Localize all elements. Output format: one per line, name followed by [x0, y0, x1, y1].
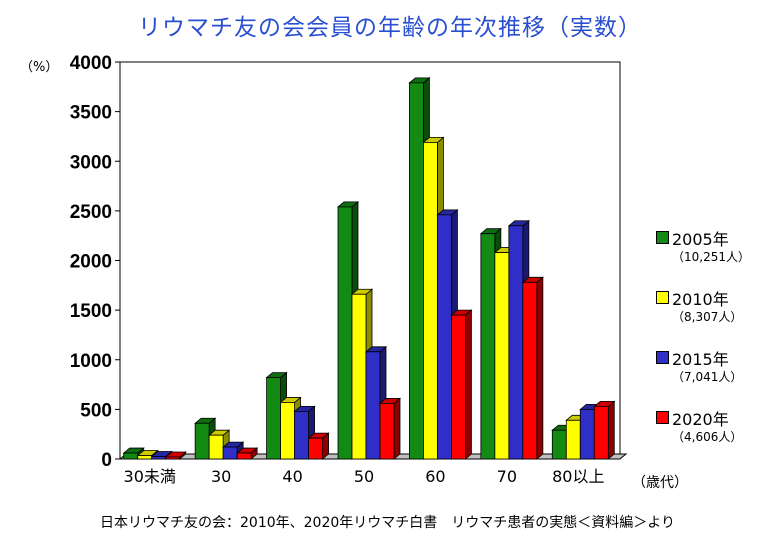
bar-2-0	[151, 456, 167, 460]
bar-0-1	[194, 422, 210, 460]
bar-2-4	[437, 214, 452, 460]
legend-swatch-2015	[656, 351, 669, 364]
x-tick-label: 50	[354, 467, 374, 486]
legend-item-2005: 2005年 （10,251人）	[656, 226, 776, 286]
bar-1-1	[208, 434, 224, 460]
source-note: 日本リウマチ友の会：2010年、2020年リウマチ白書 リウマチ患者の実態＜資料…	[100, 515, 675, 531]
bar-3-4-side	[465, 309, 472, 460]
bar-0-3	[337, 206, 353, 460]
legend-label-2020: 2020年	[672, 410, 729, 429]
x-tick-label: 30	[211, 467, 231, 486]
bar-0-5	[480, 233, 496, 460]
y-tick-label: 1000	[70, 351, 112, 372]
x-tick-label: 80以上	[552, 467, 604, 486]
y-tick-label: 2000	[70, 252, 112, 273]
bar-0-2	[266, 377, 281, 460]
bar-0-0	[123, 452, 139, 460]
bar-1-3	[351, 293, 367, 460]
bar-3-5-side	[536, 276, 544, 460]
bar-3-1	[236, 452, 252, 460]
bar-2-6	[579, 408, 595, 460]
legend-item-2015: 2015年 （7,041人）	[656, 346, 776, 406]
bar-3-2	[308, 437, 323, 460]
y-tick-label: 2500	[70, 202, 112, 223]
x-axis-unit: （歳代）	[632, 475, 688, 491]
legend-count-2005: （10,251人）	[672, 250, 750, 264]
legend-label-2010: 2010年	[672, 290, 729, 309]
y-tick-label: 0	[101, 450, 112, 471]
bar-2-5	[508, 225, 524, 460]
x-tick-label: 40	[282, 467, 302, 486]
legend-item-2020: 2020年 （4,606人）	[656, 406, 776, 466]
legend-label-2005: 2005年	[672, 230, 729, 249]
bar-0-4	[409, 82, 424, 460]
legend-swatch-2010	[656, 291, 669, 304]
bar-3-0	[165, 456, 181, 460]
bar-2-2	[294, 410, 309, 460]
legend-label-2015: 2015年	[672, 350, 729, 369]
y-axis-unit: （%）	[20, 60, 59, 75]
bar-0-6	[551, 429, 567, 460]
legend: 2005年 （10,251人） 2010年 （8,307人） 2015年 （7,…	[656, 226, 776, 466]
bar-1-5	[494, 252, 510, 460]
x-tick-label: 30未満	[124, 467, 176, 486]
x-tick-label: 70	[497, 467, 517, 486]
legend-swatch-2020	[656, 411, 669, 424]
bar-3-4	[451, 314, 466, 460]
x-tick-label: 60	[425, 467, 445, 486]
legend-count-2020: （4,606人）	[672, 430, 743, 444]
bar-1-2	[280, 402, 295, 460]
legend-count-2010: （8,307人）	[672, 310, 743, 324]
bar-1-6	[565, 419, 581, 460]
legend-item-2010: 2010年 （8,307人）	[656, 286, 776, 346]
legend-count-2015: （7,041人）	[672, 370, 743, 384]
y-tick-label: 3500	[70, 103, 112, 124]
bar-1-4	[423, 141, 438, 460]
bar-3-5	[522, 281, 538, 460]
bar-3-3	[379, 403, 395, 460]
chart-title: リウマチ友の会会員の年齢の年次推移（実数）	[138, 15, 642, 41]
bar-3-3-side	[393, 397, 401, 460]
bar-2-1	[222, 446, 238, 460]
y-tick-label: 1500	[70, 301, 112, 322]
y-tick-label: 4000	[70, 53, 112, 74]
y-tick-label: 500	[80, 400, 112, 421]
bar-1-0	[137, 455, 153, 460]
bar-2-3	[365, 351, 381, 460]
y-tick-label: 3000	[70, 152, 112, 173]
legend-swatch-2005	[656, 231, 669, 244]
bar-3-6-side	[607, 400, 615, 460]
bar-3-6	[593, 405, 609, 460]
